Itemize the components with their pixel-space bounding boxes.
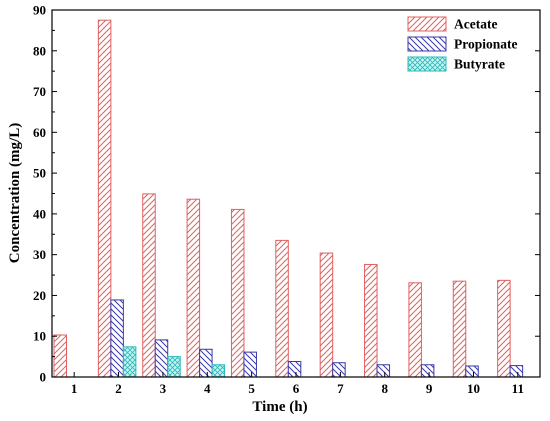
x-tick-label: 4 [204, 381, 211, 396]
x-tick-label: 10 [467, 381, 480, 396]
bar-propionate-3 [154, 339, 169, 378]
bars-layer [53, 19, 524, 378]
y-axis: 0 10 20 30 40 50 60 70 80 90 [33, 3, 540, 385]
bar-propionate-7 [332, 362, 346, 378]
bar-acetate-2 [97, 19, 112, 378]
x-axis: 1 2 3 4 5 6 7 8 9 10 11 [71, 372, 524, 396]
x-tick-label: 6 [293, 381, 300, 396]
y-tick-label: 20 [33, 288, 46, 303]
y-tick-label: 30 [33, 247, 46, 262]
legend-label-acetate: Acetate [454, 17, 497, 32]
bar-propionate-6 [287, 361, 302, 378]
legend-swatch-acetate [407, 16, 447, 32]
x-tick-label: 11 [512, 381, 524, 396]
legend-swatch-butyrate [407, 56, 447, 72]
bar-acetate-8 [364, 263, 378, 378]
legend-label-propionate: Propionate [454, 37, 518, 52]
y-tick-label: 70 [33, 84, 46, 99]
x-tick-label: 7 [337, 381, 344, 396]
x-axis-title: Time (h) [252, 399, 307, 415]
x-tick-label: 9 [426, 381, 433, 396]
bar-acetate-11 [497, 279, 511, 378]
bar-propionate-10 [465, 365, 479, 378]
bar-acetate-5 [230, 208, 245, 378]
bar-acetate-3 [142, 193, 156, 378]
bar-acetate-1 [53, 334, 67, 378]
bar-acetate-4 [186, 198, 201, 378]
bar-acetate-7 [319, 252, 334, 378]
x-tick-label: 3 [160, 381, 167, 396]
x-tick-label: 2 [115, 381, 122, 396]
bar-propionate-11 [509, 365, 524, 378]
y-tick-label: 90 [33, 3, 46, 18]
bar-propionate-9 [420, 364, 435, 378]
y-tick-label: 40 [33, 206, 46, 221]
bar-propionate-4 [199, 348, 213, 378]
x-tick-label: 5 [248, 381, 255, 396]
bar-propionate-8 [376, 364, 391, 378]
y-tick-label: 50 [33, 166, 46, 181]
x-tick-label: 1 [71, 381, 78, 396]
y-tick-label: 10 [33, 329, 46, 344]
y-tick-label: 0 [40, 370, 47, 385]
bar-acetate-9 [408, 282, 422, 378]
bar-butyrate-2 [122, 346, 137, 378]
legend-label-butyrate: Butyrate [454, 57, 505, 72]
bar-butyrate-3 [167, 356, 181, 378]
y-axis-title: Concentration (mg/L) [7, 123, 23, 263]
bar-butyrate-4 [211, 364, 226, 378]
bar-acetate-6 [275, 239, 289, 378]
bar-acetate-10 [452, 280, 467, 378]
legend: Acetate Propionate Butyrate [407, 16, 518, 72]
x-tick-label: 8 [381, 381, 388, 396]
y-tick-label: 80 [33, 43, 46, 58]
y-tick-label: 60 [33, 125, 46, 140]
legend-swatch-propionate [407, 36, 447, 52]
bar-propionate-5 [243, 351, 257, 378]
bar-propionate-2 [110, 299, 124, 378]
